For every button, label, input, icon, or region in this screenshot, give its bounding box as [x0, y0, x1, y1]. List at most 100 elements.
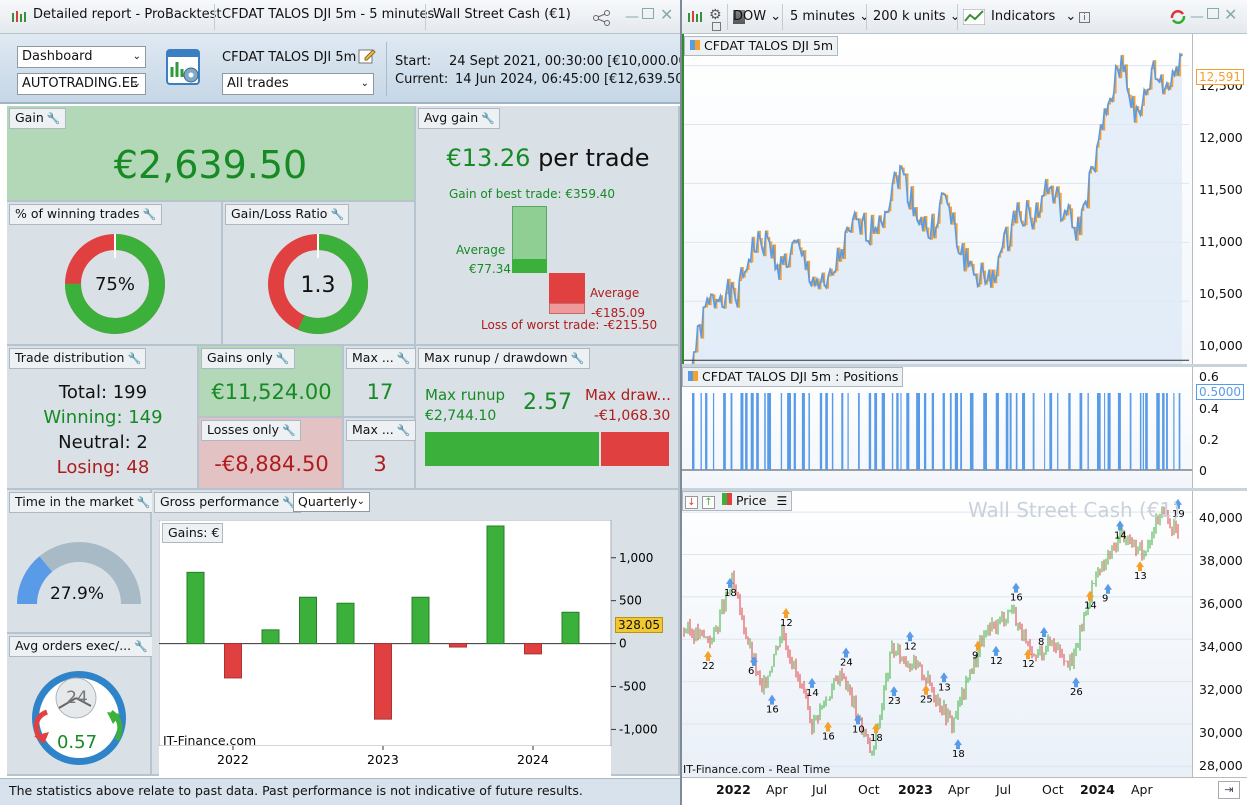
position-bar: [1068, 393, 1071, 470]
scroll-end-icon[interactable]: ⇥: [1218, 781, 1240, 799]
price-tick: 30,000: [1199, 725, 1243, 740]
chart-icon: [688, 11, 702, 22]
position-bar: [1107, 393, 1111, 470]
position-bar: [1049, 393, 1053, 470]
gains-axis-label: Gains: €: [162, 523, 224, 543]
checkbox-icon[interactable]: [712, 22, 721, 31]
window-title: Detailed report - ProBacktest: [33, 7, 222, 22]
wrench-icon[interactable]: 🔧: [127, 352, 142, 365]
trade-count-label: 18: [724, 588, 737, 599]
trade-arrow: [842, 647, 850, 658]
wrench-icon[interactable]: 🔧: [330, 208, 345, 221]
tab-system[interactable]: CFDAT TALOS DJI 5m - 5 minutes: [222, 7, 435, 22]
positions-panel-label: CFDAT TALOS DJI 5m : Positions: [682, 367, 904, 387]
runup-label: Max runup / drawdown 🔧: [418, 348, 590, 369]
wrench-icon[interactable]: 🔧: [134, 640, 148, 653]
gross-bar: [524, 643, 542, 655]
wrench-icon[interactable]: 🔧: [282, 496, 297, 509]
winning-trades: Winning: 149: [43, 407, 163, 428]
list-icon[interactable]: ☰: [776, 494, 788, 508]
tab-instrument[interactable]: Wall Street Cash (€1): [433, 7, 571, 22]
trade-arrow: [1086, 590, 1094, 601]
period-select[interactable]: Quarterly ⌄: [293, 492, 370, 512]
account-select[interactable]: AUTOTRADING.EE ⌄: [17, 73, 146, 95]
wrench-icon[interactable]: 🔧: [142, 208, 157, 221]
instrument-select[interactable]: DOW ⌄: [733, 9, 782, 24]
position-bar: [819, 393, 823, 470]
buy-arrow-icon[interactable]: ↑: [701, 496, 715, 509]
price-panel-label: ↓ ↑ Price ☰: [682, 491, 793, 511]
winning-pct-value: 75%: [94, 274, 135, 295]
trade-count-label: 12: [904, 641, 917, 652]
avg-orders-tile: Avg orders exec/... 🔧 24 0.57: [7, 634, 154, 776]
trade-arrow: [750, 655, 758, 666]
maximize-icon[interactable]: [1207, 8, 1219, 19]
wrench-icon[interactable]: 🔧: [396, 352, 411, 365]
time-tick: Apr: [948, 782, 970, 797]
wrench-icon[interactable]: 🔧: [282, 424, 296, 437]
max-consec-win-value: 17: [366, 380, 394, 404]
trade-arrow: [1072, 677, 1080, 688]
y-tick-label: 0: [619, 637, 627, 651]
info-icon[interactable]: i: [1079, 12, 1090, 23]
wrench-icon[interactable]: 🔧: [275, 352, 290, 365]
minimize-icon[interactable]: —: [625, 9, 639, 25]
edit-icon[interactable]: [358, 47, 376, 65]
gross-bar: [336, 602, 355, 645]
trade-arrow: [940, 672, 948, 683]
timeframe-select[interactable]: 5 minutes ⌄: [790, 9, 871, 24]
maximize-icon[interactable]: [642, 8, 654, 19]
report-settings-icon[interactable]: [165, 47, 205, 91]
wrench-icon[interactable]: 🔧: [570, 352, 585, 365]
indicators-button[interactable]: Indicators ⌄: [991, 9, 1077, 24]
gauge-fill: [17, 556, 53, 605]
trade-arrow: [954, 739, 962, 750]
position-bar: [764, 393, 766, 470]
positions-current-value: 0.5000: [1196, 384, 1244, 400]
sell-arrow-icon[interactable]: ↓: [685, 496, 698, 509]
probacktest-icon: [12, 11, 26, 22]
gain-loss-ratio-value: 1.3: [300, 273, 336, 298]
refresh-icon[interactable]: [1168, 8, 1188, 26]
position-bar: [787, 393, 791, 470]
units-select[interactable]: 200 k units ⌄: [873, 9, 961, 24]
trade-count-label: 6: [748, 666, 754, 677]
avg-win-label: Average: [456, 243, 506, 257]
losses-only-value: -€8,884.50: [214, 452, 329, 476]
wrench-icon[interactable]: 🔧: [481, 112, 495, 125]
current-value-marker: 328.05: [615, 617, 663, 633]
position-bar: [942, 393, 945, 470]
position-bar: [793, 393, 796, 470]
gross-bar: [299, 596, 317, 645]
wrench-icon[interactable]: 🔧: [396, 424, 411, 437]
runup-ratio: 2.57: [523, 390, 572, 415]
settings-gear-icon[interactable]: ⚙: [709, 7, 722, 23]
position-bar: [1129, 393, 1132, 470]
trade-arrow: [808, 677, 816, 688]
position-bar: [995, 393, 999, 470]
trade-distribution-tile: Trade distribution 🔧 Total: 199 Winning: …: [7, 346, 199, 490]
trades-filter-select[interactable]: All trades ⌄: [222, 73, 374, 95]
runup-tile: Max runup / drawdown 🔧 Max runup €2,744.1…: [416, 346, 680, 490]
minimize-icon[interactable]: —: [1190, 9, 1204, 25]
close-icon[interactable]: ✕: [660, 5, 674, 24]
position-bar: [1022, 393, 1026, 470]
time-tick: Apr: [1131, 782, 1153, 797]
wrench-icon[interactable]: 🔧: [46, 112, 61, 125]
avg-gain-value: €13.26: [446, 144, 531, 172]
wrench-icon[interactable]: 🔧: [136, 496, 151, 509]
view-select[interactable]: Dashboard ⌄: [17, 46, 146, 68]
losses-only-label: Losses only 🔧: [201, 420, 302, 441]
y-tick-label: -1,000: [619, 722, 658, 736]
position-bar: [1044, 393, 1046, 470]
avg-gain-label: Avg gain 🔧: [418, 108, 501, 129]
position-bar: [1166, 393, 1168, 470]
indicators-icon: [963, 9, 985, 25]
trade-arrow: [1116, 520, 1124, 531]
price-tick: 28,000: [1199, 758, 1243, 773]
runup-bar: [425, 432, 599, 466]
trade-arrow: [726, 577, 734, 588]
close-icon[interactable]: ✕: [1224, 5, 1238, 24]
share-icon[interactable]: [592, 10, 612, 26]
losses-only-tile: Losses only 🔧 -€8,884.50: [199, 418, 344, 490]
